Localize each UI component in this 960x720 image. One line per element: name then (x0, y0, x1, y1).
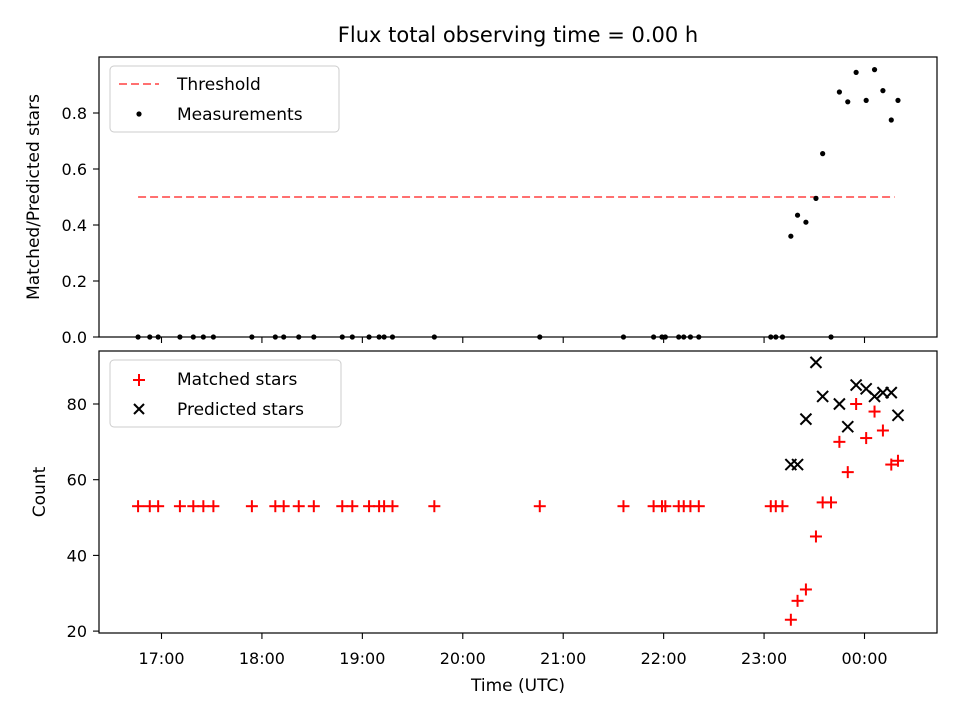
matched-star-point (292, 500, 305, 513)
matched-star-point (776, 500, 789, 513)
xtick-label: 18:00 (239, 649, 285, 668)
bottom-plot-area (132, 356, 905, 626)
bottom-y-axis-label: Count (30, 466, 50, 517)
top-y-ticks: 0.0 0.2 0.4 0.6 0.8 (62, 104, 99, 347)
xtick-label: 23:00 (741, 649, 787, 668)
matched-star-point (132, 500, 145, 513)
bottom-ytick-label: 40 (67, 546, 87, 565)
measurement-point (880, 88, 886, 94)
measurement-point (813, 195, 819, 201)
bottom-ytick-label: 60 (67, 471, 87, 490)
top-legend: Threshold Measurements (109, 65, 340, 133)
matched-star-point (363, 500, 376, 513)
bottom-panel: Count Time (UTC) 20 40 60 80 17:00 18:00 19:0… (30, 350, 938, 696)
matched-star-point (533, 500, 546, 513)
predicted-star-point (809, 356, 823, 369)
bottom-axes-frame (98, 350, 938, 634)
matched-star-point (885, 458, 898, 471)
bottom-legend: Matched stars Predicted stars (109, 359, 342, 428)
matched-star-point (876, 424, 889, 437)
matched-star-point (868, 405, 881, 418)
predicted-star-point (816, 390, 829, 403)
matched-star-point (207, 500, 220, 513)
matched-star-point (833, 435, 846, 448)
measurement-point (794, 212, 801, 218)
matched-star-point (346, 500, 359, 513)
matched-star-point (692, 500, 705, 513)
predicted-star-point (799, 412, 813, 426)
matched-star-point (245, 500, 258, 513)
matched-legend-swatch (133, 374, 145, 386)
bottom-legend-box (109, 359, 342, 428)
xtick-label: 20:00 (440, 649, 486, 668)
x-axis-label: Time (UTC) (470, 676, 565, 696)
bottom-ytick-label: 80 (67, 395, 87, 414)
xtick-label: 22:00 (641, 649, 687, 668)
matched-star-point (841, 466, 854, 479)
matched-star-point (809, 530, 822, 543)
top-panel: Flux total observing time = 0.00 h Match… (24, 23, 938, 347)
legend-matched-label: Matched stars (177, 370, 297, 390)
top-ytick-label: 0.8 (62, 104, 87, 123)
bottom-x-ticks: 17:00 18:00 19:00 20:00 21:00 22:00 23:00 00:00 (138, 633, 888, 668)
top-x-ticks (160, 337, 866, 343)
top-ytick-label: 0.6 (62, 160, 87, 179)
matched-star-point (799, 583, 812, 596)
matched-star-point (173, 500, 186, 513)
predicted-star-point (791, 458, 804, 471)
measurement-point (888, 117, 894, 123)
top-y-axis-label: Matched/Predicted stars (24, 94, 44, 300)
predicted-star-point (849, 378, 863, 392)
matched-star-point (850, 397, 863, 410)
matched-star-point (187, 500, 200, 513)
legend-measurements-label: Measurements (177, 105, 303, 125)
matched-star-point (307, 500, 320, 513)
predicted-star-point (841, 420, 854, 433)
predicted-star-point (885, 386, 898, 399)
legend-threshold-label: Threshold (176, 75, 261, 95)
matched-star-point (659, 500, 672, 513)
matched-star-point (428, 500, 441, 513)
top-axes-frame (98, 56, 938, 338)
measurement-point (863, 97, 869, 103)
matched-star-point (277, 500, 290, 513)
predicted-legend-swatch (133, 403, 145, 415)
measurement-point (895, 97, 901, 103)
measurement-point (871, 67, 878, 73)
bottom-y-ticks: 20 40 60 80 (67, 395, 99, 641)
matched-star-point (791, 594, 804, 607)
predicted-star-point (833, 397, 846, 411)
xtick-label: 17:00 (138, 649, 184, 668)
top-ytick-label: 0.0 (62, 328, 87, 347)
measurement-point (788, 233, 794, 239)
matched-star-point (825, 496, 838, 509)
bottom-ytick-label: 20 (67, 622, 87, 641)
measurement-point (836, 89, 842, 95)
top-legend-box (109, 65, 340, 133)
xtick-label: 19:00 (339, 649, 385, 668)
top-ytick-label: 0.2 (62, 272, 87, 291)
measurement-point (803, 219, 809, 225)
xtick-label: 21:00 (540, 649, 586, 668)
top-ytick-label: 0.4 (62, 216, 87, 235)
measurement-point (845, 99, 851, 105)
matched-star-point (860, 432, 873, 445)
measurements-legend-swatch (136, 111, 142, 117)
chart-title: Flux total observing time = 0.00 h (338, 23, 698, 47)
matched-star-point (386, 500, 399, 513)
matched-star-point (197, 500, 210, 513)
measurement-point (820, 151, 826, 157)
matched-star-point (891, 454, 904, 467)
legend-predicted-label: Predicted stars (177, 400, 304, 420)
matched-star-point (336, 500, 349, 513)
xtick-label: 00:00 (841, 649, 887, 668)
measurement-point (853, 69, 859, 75)
predicted-star-point (891, 409, 905, 422)
predicted-star-point (868, 390, 881, 403)
matched-star-point (617, 500, 630, 513)
matched-star-point (152, 500, 165, 513)
matched-star-point (784, 613, 797, 626)
